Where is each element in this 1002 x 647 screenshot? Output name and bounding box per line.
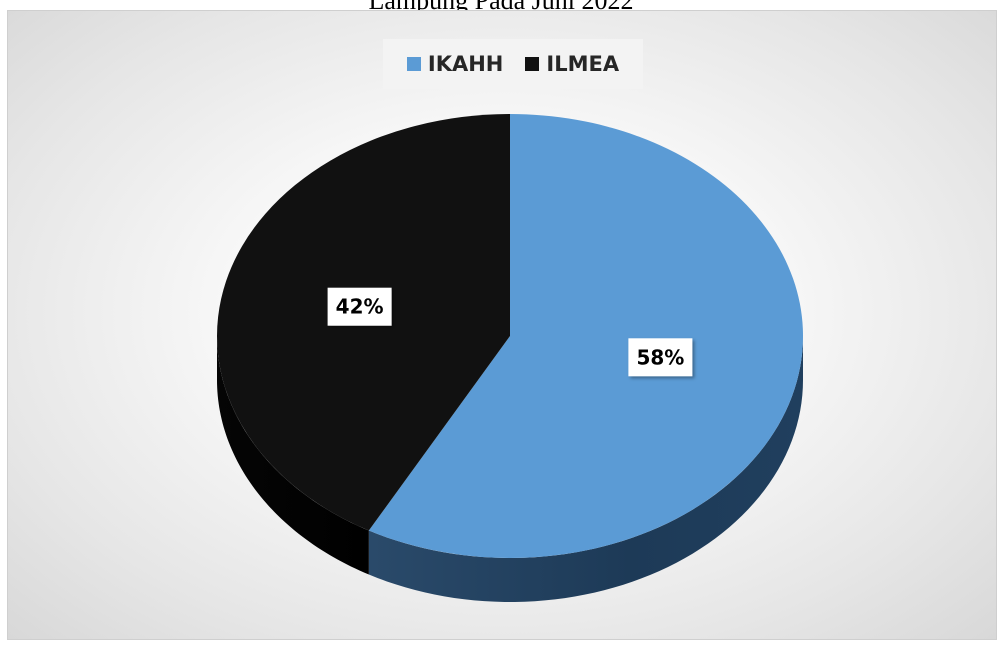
legend-label-ikahh: IKAHH bbox=[427, 52, 504, 76]
legend-swatch-ilmea bbox=[525, 57, 540, 71]
pie-slice-ikahh bbox=[368, 114, 804, 558]
legend-item-ilmea: ILMEA bbox=[525, 52, 619, 76]
data-label-ilmea: 42% bbox=[336, 295, 384, 319]
legend-swatch-ikahh bbox=[406, 57, 421, 71]
data-label-box-ilmea bbox=[327, 287, 392, 326]
legend-item-ikahh: IKAHH bbox=[406, 52, 504, 76]
data-label-ikahh: 58% bbox=[636, 345, 684, 369]
chart-legend: IKAHH ILMEA bbox=[383, 39, 643, 89]
pie-side-ikahh bbox=[368, 336, 803, 602]
pie-chart: 58% 42% bbox=[217, 114, 804, 602]
chart-area: IKAHH ILMEA bbox=[7, 10, 997, 640]
data-label-box-ikahh bbox=[628, 338, 693, 377]
data-label-group-ilmea: 42% bbox=[327, 287, 392, 326]
pie-side-ilmea bbox=[217, 336, 369, 575]
data-label-group-ikahh: 58% bbox=[628, 338, 693, 377]
legend-label-ilmea: ILMEA bbox=[546, 52, 620, 76]
